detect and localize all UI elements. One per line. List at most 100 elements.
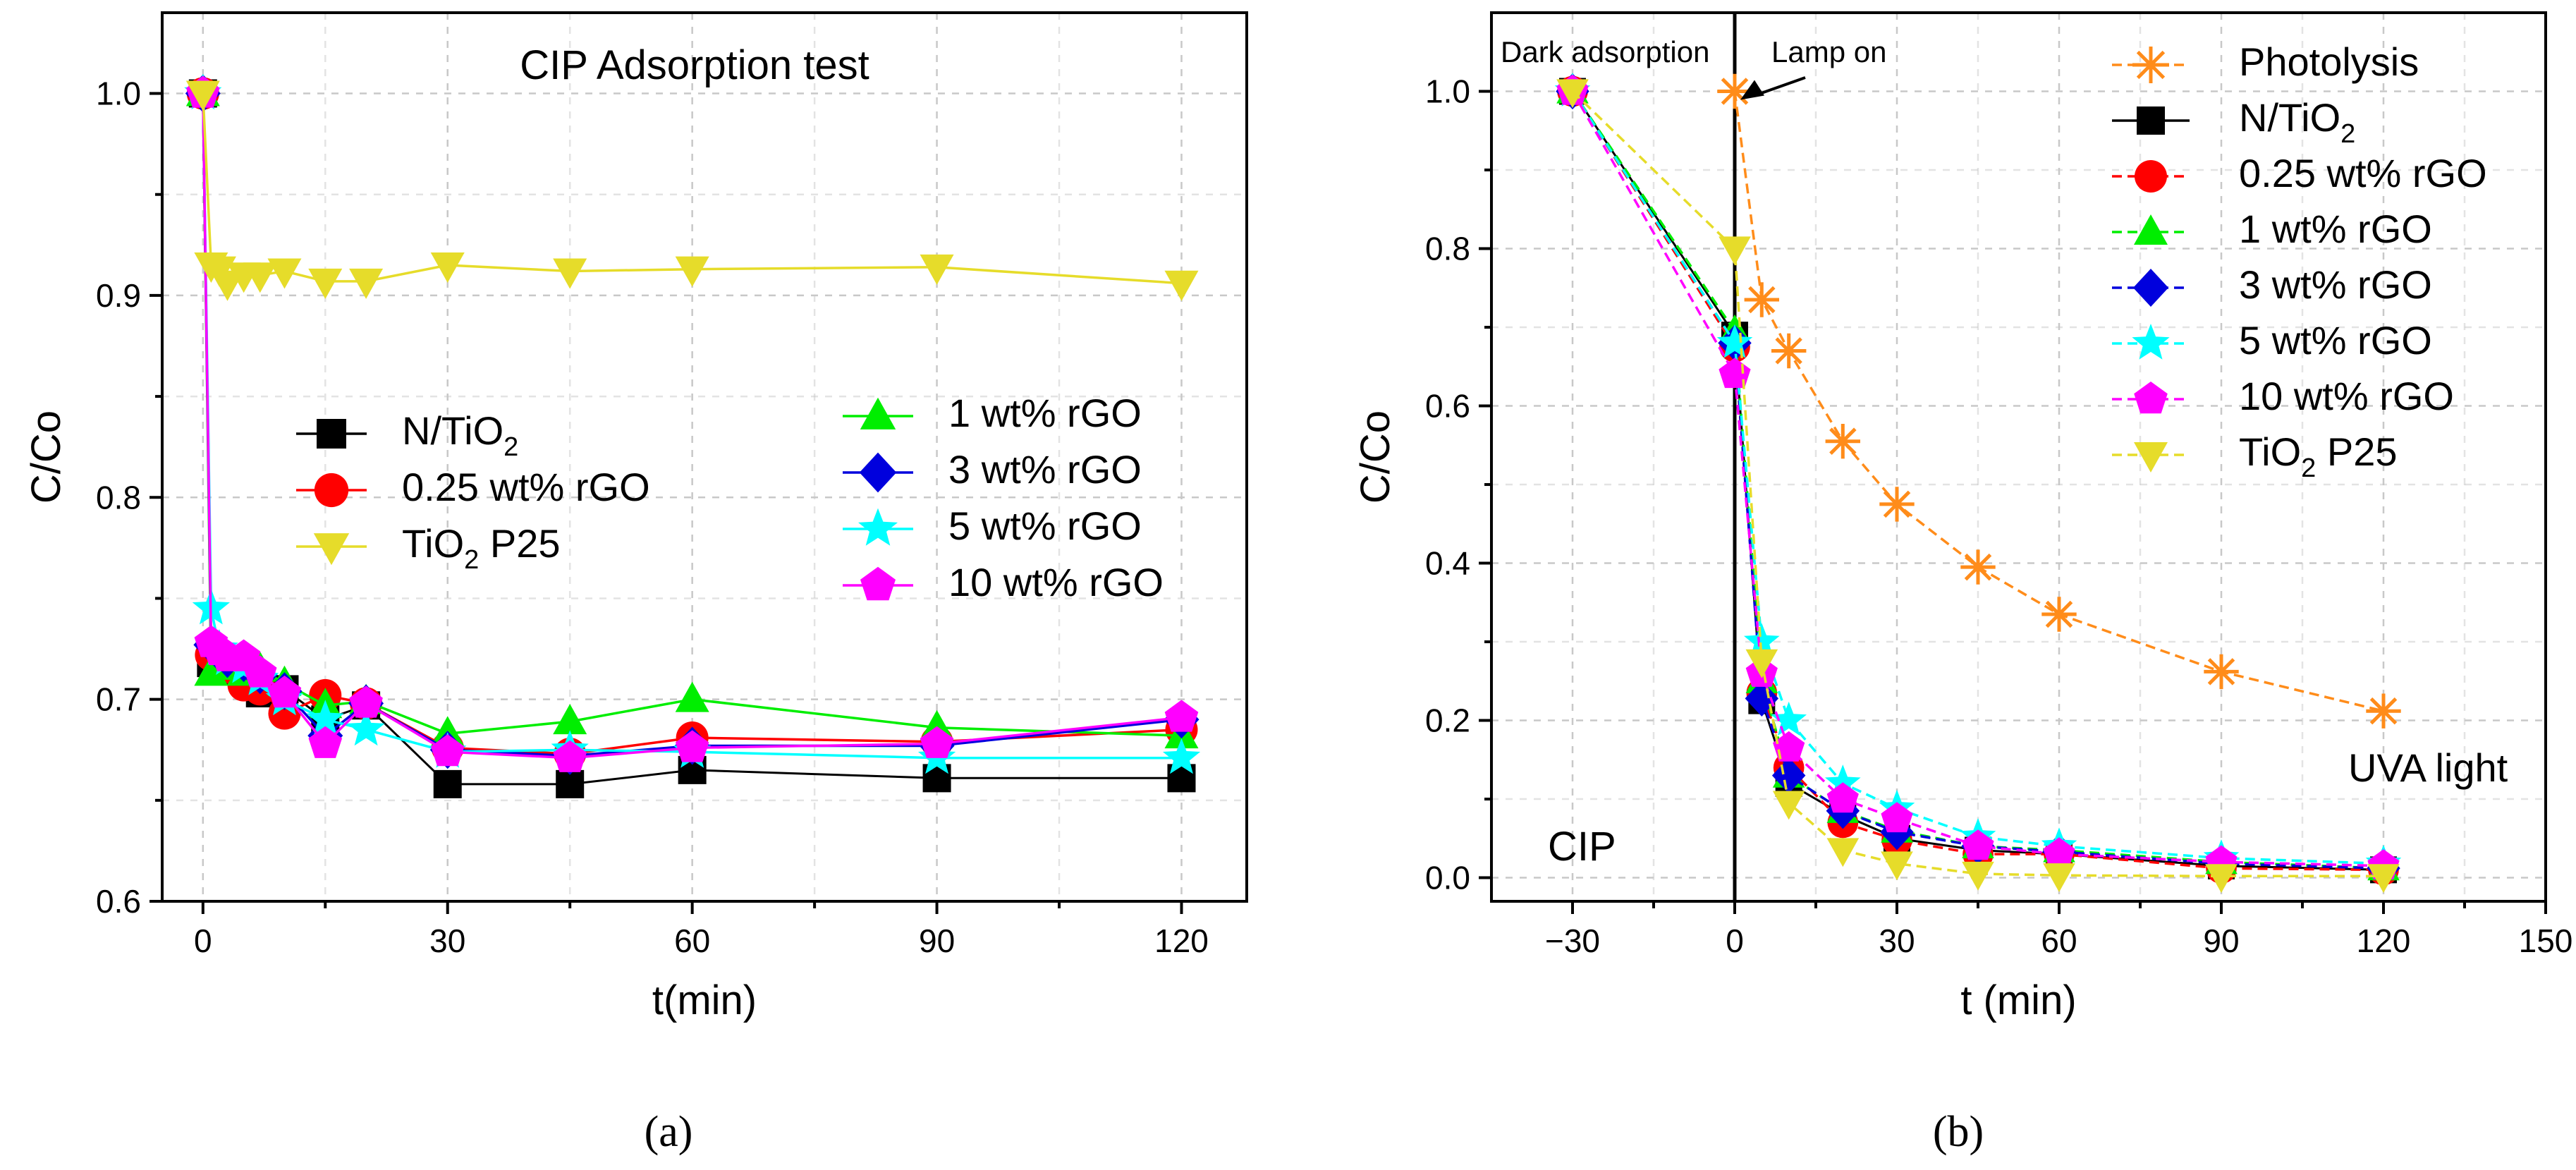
- data-point: [2366, 693, 2401, 729]
- legend-label: 1 wt% rGO: [2239, 207, 2432, 251]
- data-point: [1879, 487, 1915, 522]
- data-point: [1773, 731, 1805, 762]
- data-point: [1771, 757, 1806, 794]
- grid: [162, 13, 1247, 901]
- series-line: [1571, 90, 2384, 870]
- legend-marker: [2134, 382, 2168, 414]
- data-point: [1772, 791, 1805, 820]
- data-point: [675, 256, 709, 287]
- legend-label: 10 wt% rGO: [948, 560, 1164, 604]
- y-tick-label: 0.2: [1425, 702, 1470, 739]
- legend-label: TiO2 P25: [2239, 429, 2397, 483]
- ticks: −30 0 30 60 90 120 150 0.0 0.2 0.4 0.6 0.8 1.0: [1425, 73, 2572, 959]
- legend-label: 5 wt% rGO: [948, 504, 1142, 548]
- x-tick-label: 60: [2041, 922, 2077, 959]
- data-point: [1825, 424, 1860, 459]
- data-point: [1826, 838, 1860, 867]
- y-axis-title: C/Co: [1353, 410, 1398, 504]
- lamp-on-arrowhead: [1740, 80, 1764, 100]
- x-tick-label: 120: [1154, 922, 1209, 959]
- legend-label: Photolysis: [2239, 39, 2419, 84]
- y-tick-label: 1.0: [1425, 73, 1470, 110]
- chart-title: CIP Adsorption test: [520, 42, 869, 88]
- data-point: [243, 655, 277, 688]
- data-point: [1164, 700, 1199, 732]
- series-line: [1571, 90, 2384, 865]
- data-point: [920, 726, 954, 758]
- data-point: [308, 726, 343, 758]
- legend-label: N/TiO2: [402, 408, 518, 462]
- data-point: [1717, 73, 1752, 109]
- y-tick-label: 0.0: [1425, 860, 1470, 896]
- legend-marker: [2132, 47, 2169, 83]
- data-point: [430, 252, 465, 283]
- data-point: [2043, 837, 2075, 868]
- legend-marker: [317, 419, 346, 449]
- x-tick-label: −30: [1545, 922, 1600, 959]
- y-tick-label: 0.4: [1425, 545, 1470, 582]
- series-line: [1571, 90, 2384, 872]
- legend-marker: [2133, 269, 2168, 307]
- legend-label: 3 wt% rGO: [948, 447, 1142, 492]
- legend-label: 1 wt% rGO: [948, 391, 1142, 435]
- data-point: [2043, 863, 2075, 892]
- data-point: [1825, 764, 1861, 799]
- lamp-on-arrow-shaft: [1754, 76, 1806, 97]
- data-point: [1962, 861, 1994, 891]
- data-point: [185, 80, 220, 111]
- series-group: [1554, 72, 2402, 894]
- y-tick-label: 0.6: [96, 883, 141, 920]
- y-tick-label: 1.0: [96, 75, 141, 112]
- data-point: [1716, 324, 1753, 358]
- data-point: [1167, 764, 1196, 793]
- data-point: [553, 740, 587, 772]
- data-point: [1719, 358, 1751, 389]
- data-point: [920, 254, 954, 285]
- data-point: [922, 764, 951, 793]
- legend-marker: [2137, 106, 2165, 135]
- legend-marker: [860, 566, 896, 601]
- series-line: [1571, 90, 2383, 878]
- lamp-on-label: Lamp on: [1771, 35, 1886, 68]
- legend-label: N/TiO2: [2239, 95, 2355, 149]
- data-point: [1881, 802, 1913, 833]
- series-group: [184, 73, 1201, 798]
- data-point: [1164, 270, 1199, 301]
- y-tick-label: 0.9: [96, 277, 141, 314]
- legend-marker: [2132, 324, 2170, 360]
- legend-marker: [314, 473, 349, 508]
- legend-marker: [2134, 442, 2168, 473]
- data-point: [1826, 782, 1859, 813]
- legend-marker: [2134, 214, 2168, 245]
- panel-label-a: (a): [645, 1108, 693, 1156]
- panel-label-b: (b): [1933, 1108, 1984, 1156]
- compound-label: CIP: [1548, 824, 1616, 870]
- x-tick-label: 90: [2203, 922, 2239, 959]
- data-point: [553, 258, 587, 289]
- dark-adsorption-label: Dark adsorption: [1501, 35, 1709, 68]
- legend-label: 3 wt% rGO: [2239, 262, 2432, 307]
- y-tick-label: 0.6: [1425, 388, 1470, 425]
- data-point: [553, 704, 587, 735]
- uva-light-label: UVA light: [2348, 745, 2508, 790]
- data-point: [349, 268, 384, 299]
- data-point: [1771, 333, 1807, 369]
- data-point: [1962, 829, 1994, 860]
- data-point: [1960, 549, 1996, 585]
- x-tick-label: 90: [919, 922, 955, 959]
- data-point: [1745, 649, 1778, 678]
- panel-a: 0 30 60 90 120 0.6 0.7 0.8 0.9 1.0 t(min) C/Co CIP A…: [23, 11, 1248, 1156]
- data-point: [431, 734, 465, 767]
- series-line: [1571, 90, 2384, 867]
- data-point: [1162, 738, 1201, 774]
- x-tick-label: 120: [2357, 922, 2411, 959]
- x-tick-label: 0: [194, 922, 212, 959]
- data-point: [675, 681, 709, 712]
- x-axis-title: t (min): [1960, 977, 2076, 1023]
- data-point: [2205, 864, 2238, 894]
- data-point: [675, 730, 709, 762]
- data-point: [1744, 282, 1779, 317]
- legend-marker: [860, 397, 896, 429]
